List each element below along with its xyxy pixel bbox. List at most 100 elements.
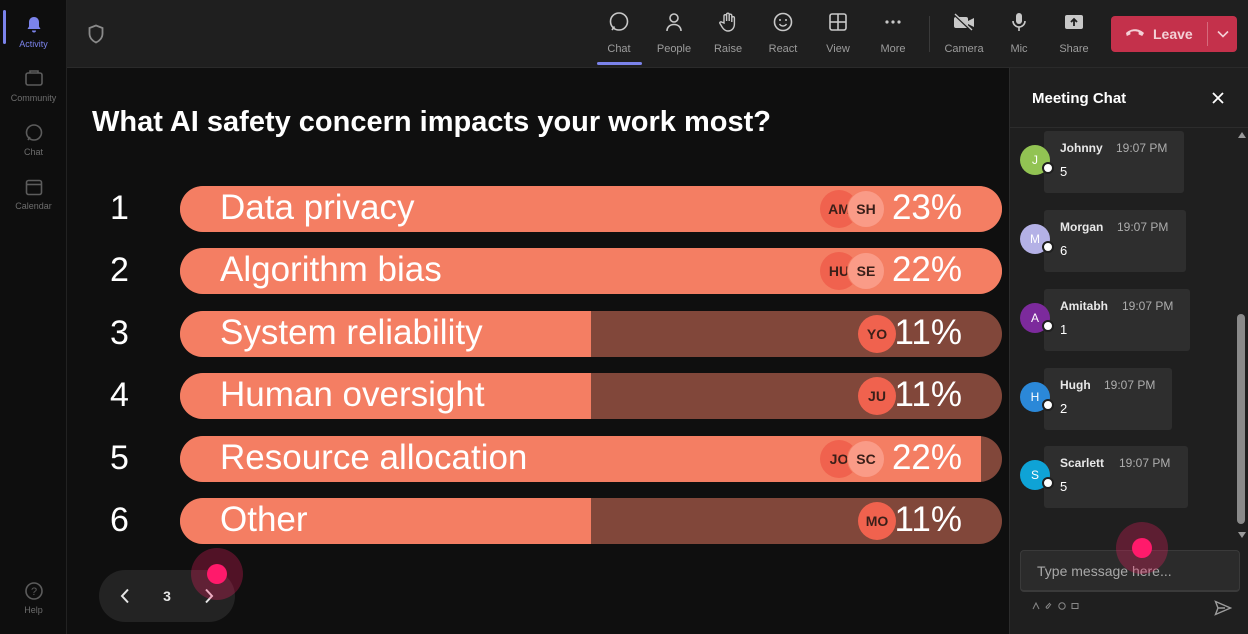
chat-scrollbar[interactable] xyxy=(1236,132,1246,542)
option-number: 5 xyxy=(110,438,129,477)
toolbar-share-button[interactable]: Share xyxy=(1050,10,1098,62)
toolbar-people-button[interactable]: People xyxy=(650,10,698,62)
rail-item-label: Calendar xyxy=(15,201,52,211)
leave-divider xyxy=(1207,22,1208,46)
chevron-down-icon[interactable] xyxy=(1208,30,1237,38)
voter-avatar: MO xyxy=(858,502,896,540)
bell-icon xyxy=(23,14,45,36)
scroll-thumb[interactable] xyxy=(1237,314,1245,524)
toolbar-more-button[interactable]: More xyxy=(869,10,917,62)
shield-icon[interactable] xyxy=(87,24,105,49)
option-number: 1 xyxy=(110,189,129,227)
mic-icon xyxy=(1007,10,1031,34)
people-icon xyxy=(662,10,686,34)
option-bar-fill xyxy=(180,373,591,420)
option-number: 6 xyxy=(110,501,129,539)
chat-message[interactable]: Morgan 19:07 PM 6 M xyxy=(1020,210,1230,274)
toolbar-button-label: Camera xyxy=(944,43,984,55)
scroll-down-arrow[interactable] xyxy=(1238,532,1246,538)
page-number: 3 xyxy=(163,588,171,604)
message-timestamp: 19:07 PM xyxy=(1117,220,1169,234)
poll-option-row: 5 Resource allocation 22% JO SC xyxy=(67,435,1009,484)
click-indicator-dot xyxy=(1132,538,1152,558)
sender-name: Morgan xyxy=(1060,220,1104,234)
message-bubble: Scarlett 19:07 PM 5 xyxy=(1044,446,1188,508)
option-bar: Algorithm bias 22% HU SE xyxy=(180,248,1002,295)
poll-question: What AI safety concern impacts your work… xyxy=(92,106,771,138)
toolbar-button-label: React xyxy=(768,43,798,55)
sender-name: Johnny xyxy=(1060,141,1103,155)
click-indicator xyxy=(191,548,243,600)
chevron-left-icon[interactable] xyxy=(113,584,137,608)
message-bubble: Johnny 19:07 PM 5 xyxy=(1044,131,1184,193)
option-percentage: 22% xyxy=(891,250,962,290)
rail-item-community[interactable]: Community xyxy=(0,60,67,114)
format-icon[interactable] xyxy=(1032,602,1040,610)
compose-toolbar xyxy=(1032,602,1079,610)
app-rail: Activity Community Chat Calendar ? Help xyxy=(0,0,67,634)
toolbar-react-button[interactable]: React xyxy=(759,10,807,62)
chat-icon xyxy=(607,10,631,34)
poll-stage: What AI safety concern impacts your work… xyxy=(67,68,1009,634)
option-percentage: 11% xyxy=(894,312,962,352)
toolbar-view-button[interactable]: View xyxy=(814,10,862,62)
rail-item-activity[interactable]: Activity xyxy=(0,6,67,60)
message-compose-box[interactable] xyxy=(1020,550,1240,592)
help-icon: ? xyxy=(23,580,45,602)
poll-option-row: 4 Human oversight 11% JU xyxy=(67,373,1009,421)
toolbar-mic-button[interactable]: Mic xyxy=(995,10,1043,62)
rail-item-chat[interactable]: Chat xyxy=(0,114,67,168)
message-text: 1 xyxy=(1060,322,1068,337)
rail-item-help[interactable]: ? Help xyxy=(0,572,67,626)
option-label: Algorithm bias xyxy=(220,250,442,290)
presence-status-icon xyxy=(1042,399,1054,411)
toolbar-camera-button[interactable]: Camera xyxy=(940,10,988,62)
voter-avatar: SE xyxy=(847,252,885,291)
toolbar-chat-button[interactable]: Chat xyxy=(595,10,643,62)
option-number: 4 xyxy=(110,376,129,415)
option-number: 2 xyxy=(110,251,129,290)
hand-icon xyxy=(716,10,740,34)
rail-item-label: Help xyxy=(24,605,43,615)
voter-avatar: SC xyxy=(847,439,885,478)
poll-option-row: 1 Data privacy 23% AM SH xyxy=(67,186,1009,234)
option-percentage: 23% xyxy=(891,188,962,227)
close-icon[interactable] xyxy=(1208,88,1228,108)
voter-avatar: YO xyxy=(858,314,896,353)
message-bubble: Morgan 19:07 PM 6 xyxy=(1044,210,1186,272)
gif-icon[interactable] xyxy=(1071,602,1079,610)
chat-message[interactable]: Scarlett 19:07 PM 5 S xyxy=(1020,446,1230,510)
avatar[interactable]: M xyxy=(1020,224,1050,254)
message-text: 5 xyxy=(1060,164,1068,179)
chat-message-list[interactable]: Johnny 19:07 PM 5 J Morgan 19:07 PM 6 M Amitabh 1… xyxy=(1010,128,1236,542)
page-navigator: 3 xyxy=(99,570,235,622)
option-label: Data privacy xyxy=(220,188,415,227)
toolbar-button-label: People xyxy=(656,43,692,55)
emoji-icon[interactable] xyxy=(1058,602,1066,610)
toolbar-button-label: More xyxy=(880,43,906,55)
option-bar: System reliability 11% YO xyxy=(180,310,1002,357)
chat-message[interactable]: Hugh 19:07 PM 2 H xyxy=(1020,368,1230,432)
chat-icon xyxy=(23,122,45,144)
chat-message[interactable]: Johnny 19:07 PM 5 J xyxy=(1020,131,1230,195)
chat-message[interactable]: Amitabh 19:07 PM 1 A xyxy=(1020,289,1230,353)
rail-item-label: Chat xyxy=(23,147,43,157)
scroll-up-arrow[interactable] xyxy=(1238,132,1246,138)
presence-status-icon xyxy=(1042,162,1054,174)
message-input[interactable] xyxy=(1021,551,1239,590)
option-label: Human oversight xyxy=(220,375,485,415)
calendar-icon xyxy=(23,176,45,198)
toolbar-raise-button[interactable]: Raise xyxy=(704,10,752,62)
poll-option-row: 2 Algorithm bias 22% HU SE xyxy=(67,248,1009,296)
message-text: 5 xyxy=(1060,479,1068,494)
attach-icon[interactable] xyxy=(1045,602,1053,610)
send-icon[interactable] xyxy=(1212,598,1234,618)
leave-button[interactable]: Leave xyxy=(1111,16,1237,52)
chevron-right-icon[interactable] xyxy=(197,584,221,608)
chat-header: Meeting Chat xyxy=(1010,68,1248,128)
leave-main[interactable]: Leave xyxy=(1111,16,1207,52)
rail-item-calendar[interactable]: Calendar xyxy=(0,168,67,222)
toolbar-button-label: View xyxy=(826,43,850,55)
option-bar-fill xyxy=(180,498,591,544)
click-indicator-dot xyxy=(207,564,227,584)
